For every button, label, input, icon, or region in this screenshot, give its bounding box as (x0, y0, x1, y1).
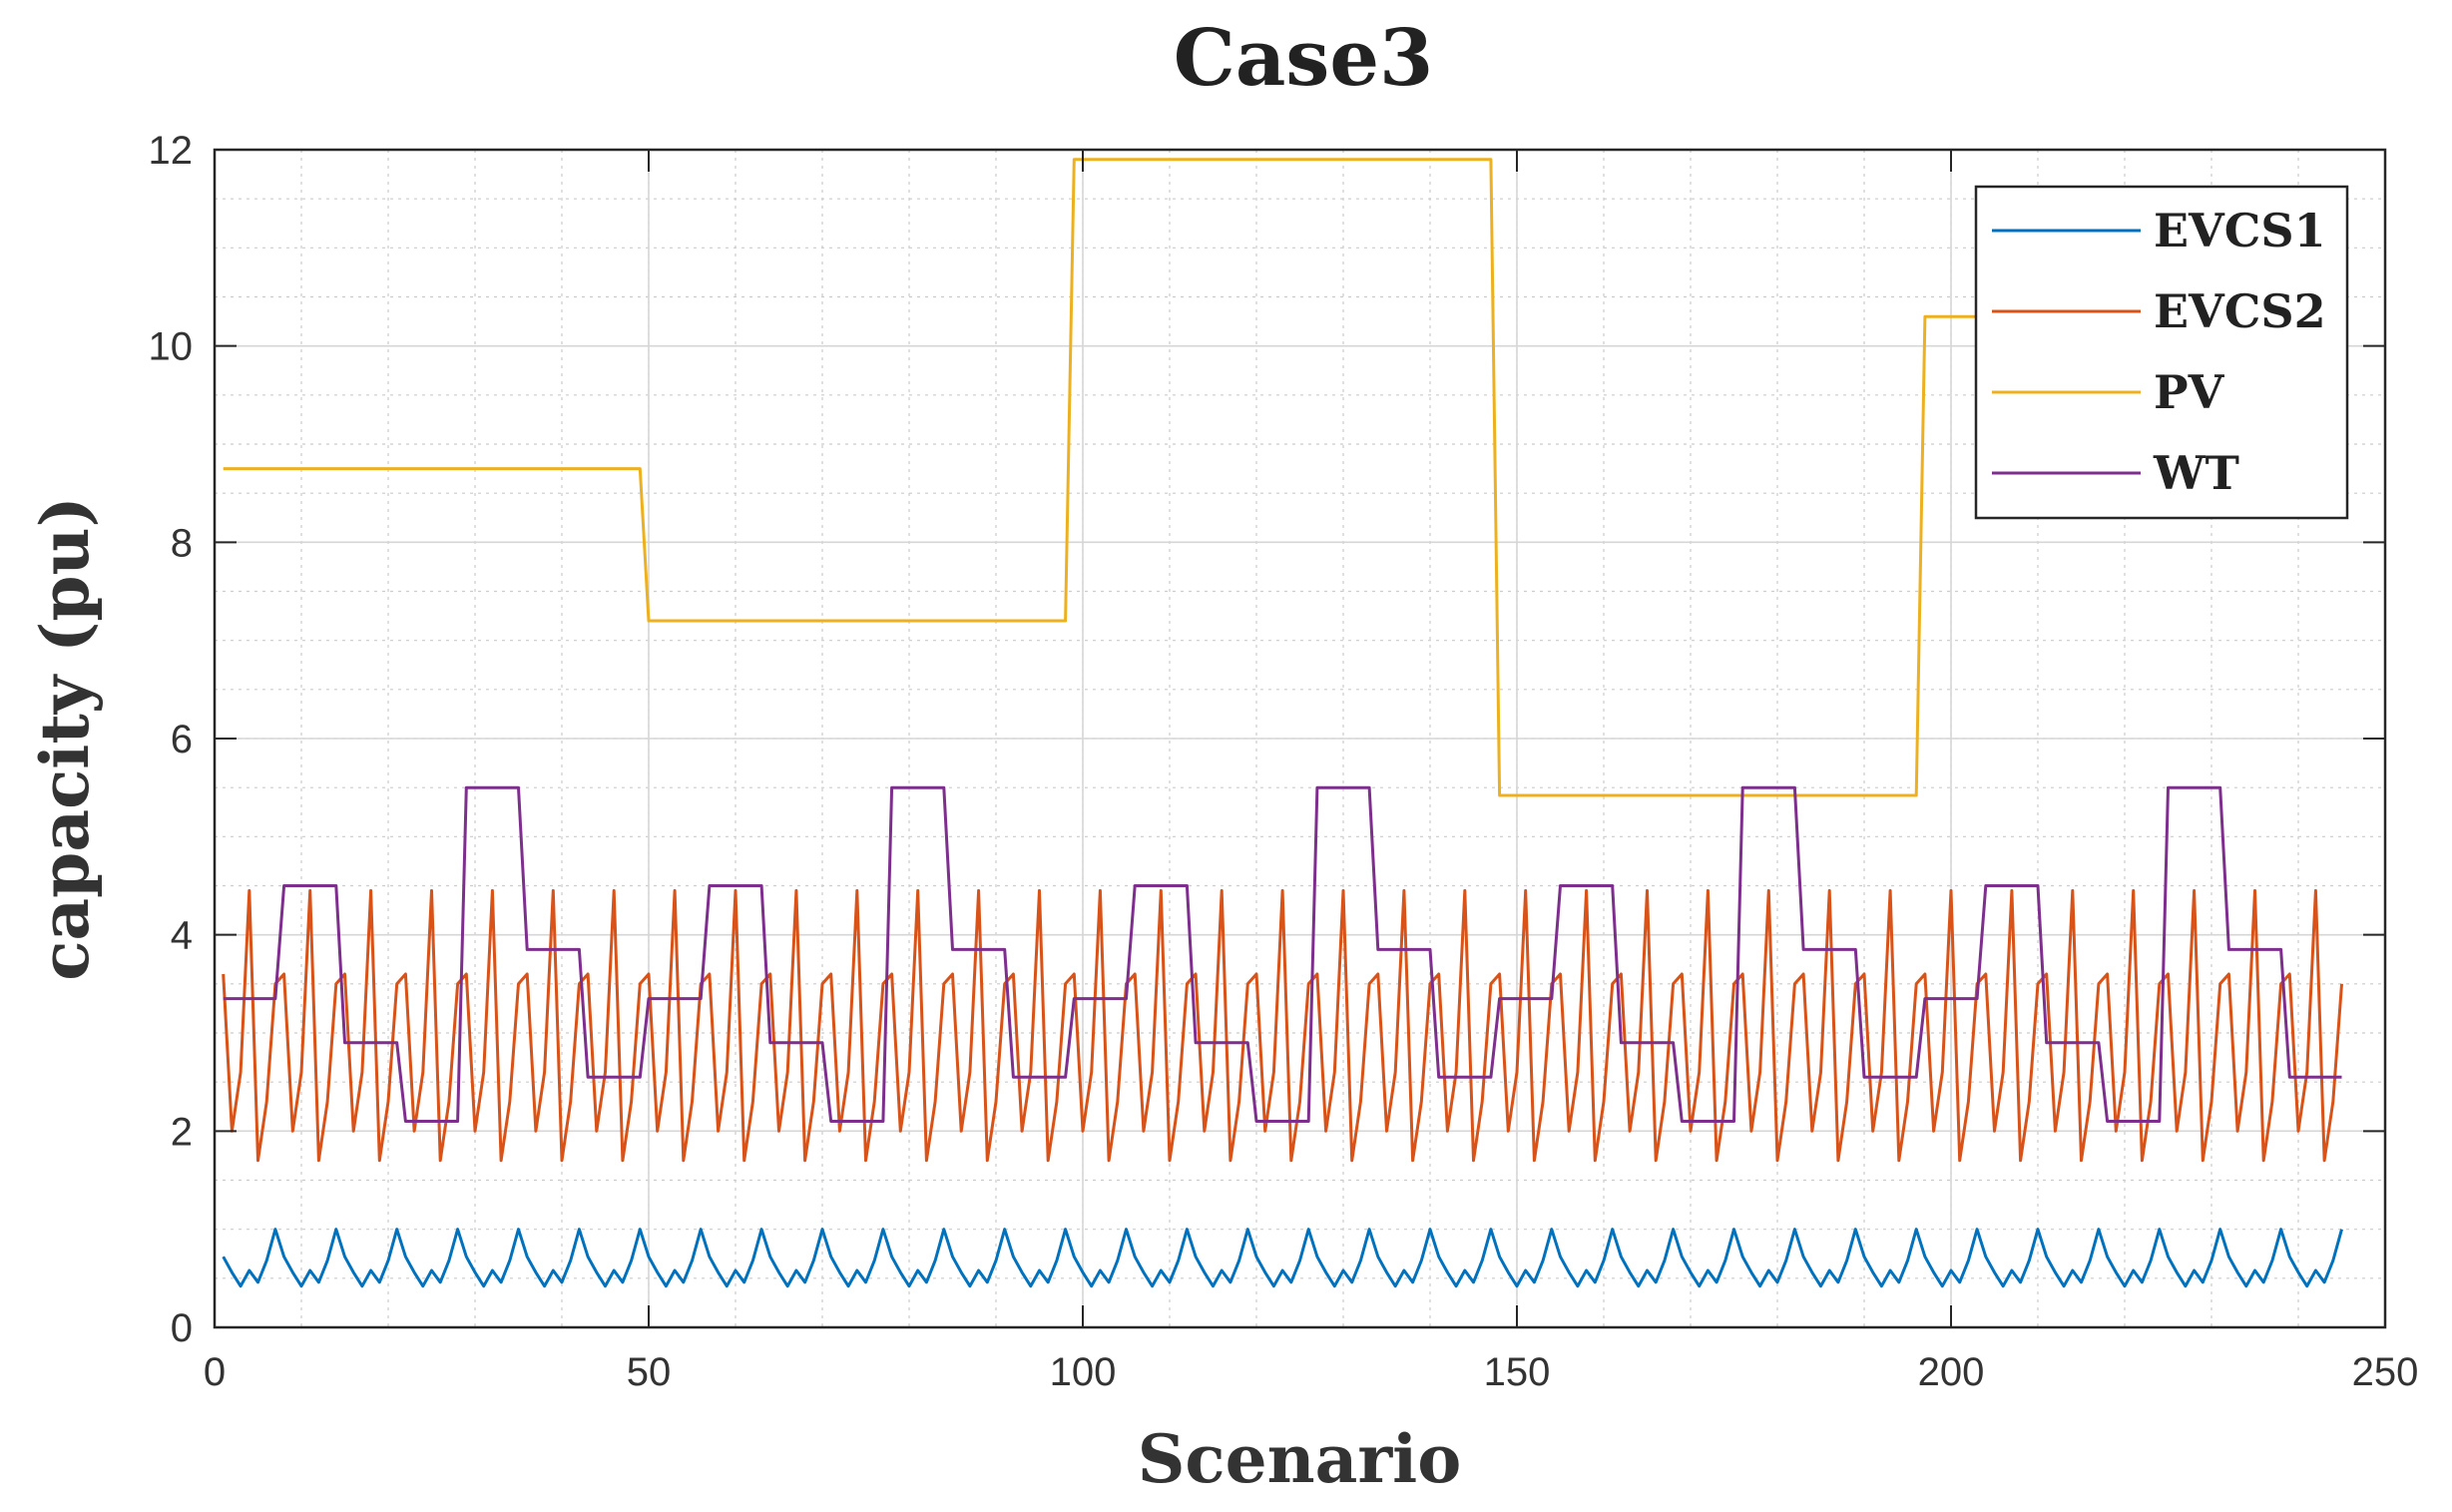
y-tick-label: 6 (171, 718, 193, 761)
legend: EVCS1 EVCS2 PV WT (1974, 185, 2349, 520)
y-tick-label: 0 (171, 1306, 193, 1350)
series-line-pv (223, 158, 2342, 797)
x-tick-label: 50 (627, 1350, 672, 1394)
legend-label-wt: WT (2153, 446, 2239, 500)
legend-label-evcs1: EVCS1 (2154, 204, 2326, 257)
y-tick-label: 10 (149, 325, 194, 369)
x-axis-label: Scenario (1138, 1420, 1461, 1498)
series-line-evcs2 (222, 888, 2343, 1163)
chart-title: Case3 (1174, 13, 1433, 104)
x-tick-label: 100 (1050, 1350, 1117, 1394)
legend-box (1974, 185, 2349, 520)
x-tick-label: 200 (1918, 1350, 1985, 1394)
axis-ticks: 0 50 100 150 200 250 0 2 4 6 8 10 12 (149, 129, 2419, 1394)
series-line-wt (223, 785, 2342, 1123)
series-layer (222, 158, 2343, 1288)
legend-label-evcs2: EVCS2 (2154, 284, 2326, 338)
y-tick-label: 2 (171, 1110, 193, 1154)
series-line-evcs1 (222, 1228, 2343, 1288)
x-tick-label: 0 (204, 1350, 226, 1394)
y-tick-label: 8 (171, 521, 193, 565)
y-tick-label: 12 (149, 129, 194, 173)
y-axis-label: capacity (pu) (26, 496, 104, 981)
y-tick-label: 4 (171, 914, 193, 958)
x-tick-label: 150 (1484, 1350, 1551, 1394)
x-tick-label: 250 (2352, 1350, 2419, 1394)
legend-label-pv: PV (2154, 365, 2225, 419)
